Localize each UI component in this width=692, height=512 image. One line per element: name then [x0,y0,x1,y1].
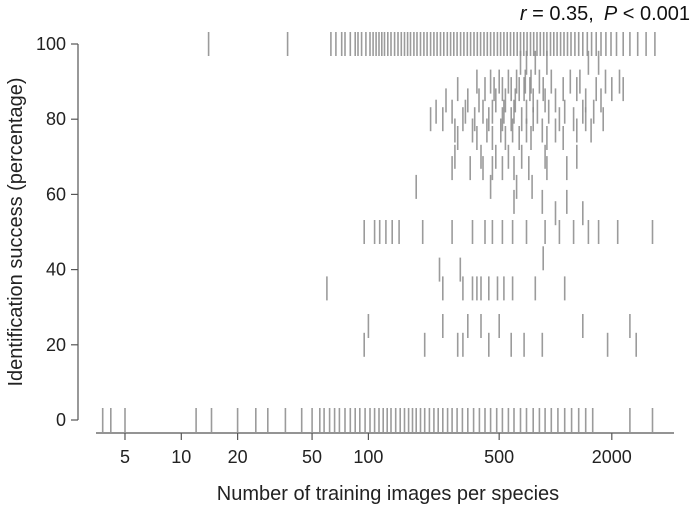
y-axis-ticks: 0 20 40 60 80 100 [36,34,78,430]
annotation-r-symbol: r [520,3,528,25]
x-tick-label: 10 [171,447,191,467]
x-tick-label: 20 [228,447,248,467]
y-tick-label: 100 [36,34,66,54]
x-axis-ticks: 5 10 20 50 100 500 2000 [120,433,632,467]
annotation-r-value: = 0.35, [527,3,594,25]
y-tick-label: 80 [46,109,66,129]
y-axis-title: Identification success (percentage) [5,77,27,386]
y-tick-label: 40 [46,260,66,280]
x-tick-label: 50 [302,447,322,467]
annotation-p-value: < 0.001 [617,3,690,25]
x-tick-label: 5 [120,447,130,467]
data-marks [101,32,656,432]
x-tick-label: 100 [353,447,383,467]
x-tick-label: 500 [484,447,514,467]
y-tick-label: 0 [56,410,66,430]
y-tick-label: 20 [46,335,66,355]
annotation-p-symbol: P [604,3,618,25]
y-tick-label: 60 [46,184,66,204]
x-tick-label: 2000 [592,447,632,467]
x-axis-title: Number of training images per species [217,483,559,505]
chart-annotation: r = 0.35, P < 0.001 [520,3,690,25]
